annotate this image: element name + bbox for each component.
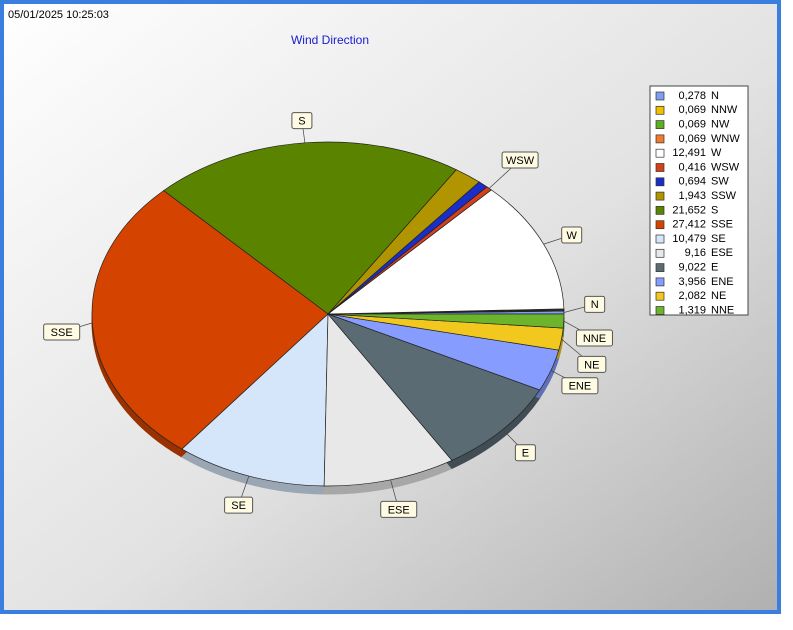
legend-swatch bbox=[655, 277, 665, 287]
legend-value: 1,943 bbox=[678, 190, 706, 202]
slice bbox=[326, 189, 565, 315]
legend-label: NNE bbox=[711, 304, 734, 316]
legend-value: 1,319 bbox=[678, 304, 706, 316]
legend-label: NW bbox=[711, 119, 730, 131]
legend-value: 2,082 bbox=[678, 290, 706, 302]
slice-label: NNE bbox=[583, 333, 606, 345]
legend-swatch bbox=[655, 248, 665, 258]
legend-value: 0,069 bbox=[678, 104, 706, 116]
slice-label: N bbox=[591, 299, 599, 311]
slice-label-box bbox=[501, 151, 539, 169]
slice bbox=[162, 141, 457, 315]
slice-label: SE bbox=[231, 500, 246, 512]
legend-value: 0,069 bbox=[678, 133, 706, 145]
chart-title: Wind Direction bbox=[291, 33, 369, 47]
legend-label: NE bbox=[711, 290, 726, 302]
slice-label: WSW bbox=[506, 155, 535, 167]
legend-label: WNW bbox=[711, 133, 740, 145]
legend-label: SSW bbox=[711, 190, 737, 202]
legend-value: 27,412 bbox=[672, 219, 706, 231]
legend-label: W bbox=[711, 147, 722, 159]
slice-label: NE bbox=[584, 359, 599, 371]
slice-label-box bbox=[43, 323, 81, 341]
slice-label-box bbox=[561, 226, 583, 244]
slice bbox=[323, 313, 453, 487]
legend-label: S bbox=[711, 204, 718, 216]
legend-swatch bbox=[655, 120, 665, 129]
legend-label: WSW bbox=[711, 161, 740, 173]
legend-label: E bbox=[711, 262, 718, 274]
slice-label-box bbox=[577, 355, 607, 373]
legend-value: 10,479 bbox=[672, 233, 706, 245]
slice bbox=[181, 313, 329, 487]
legend-value: 0,416 bbox=[678, 161, 706, 173]
legend-value: 3,956 bbox=[678, 276, 706, 288]
legend-swatch bbox=[655, 148, 665, 158]
legend-value: 0,069 bbox=[678, 119, 706, 131]
legend-label: N bbox=[711, 90, 719, 102]
slice-label-box bbox=[561, 377, 599, 395]
legend-swatch bbox=[655, 134, 665, 144]
slice-label-box bbox=[584, 295, 606, 313]
slice-label-box bbox=[380, 500, 418, 518]
legend-value: 21,652 bbox=[672, 204, 706, 216]
legend-label: ENE bbox=[711, 276, 734, 288]
legend-swatch bbox=[655, 163, 665, 172]
slice-label-box bbox=[514, 444, 536, 462]
legend-swatch bbox=[655, 234, 665, 244]
legend-value: 0,694 bbox=[678, 176, 706, 188]
legend-swatch bbox=[655, 291, 665, 301]
slice-label-box bbox=[291, 112, 313, 130]
legend-value: 12,491 bbox=[672, 147, 706, 159]
timestamp: 05/01/2025 10:25:03 bbox=[8, 9, 109, 21]
slice-label: SSE bbox=[51, 327, 73, 339]
slice bbox=[91, 190, 329, 450]
legend-label: ESE bbox=[711, 247, 733, 259]
slice-label: W bbox=[566, 230, 577, 242]
legend-value: 0,278 bbox=[678, 90, 706, 102]
legend-swatch bbox=[655, 306, 665, 315]
legend-value: 9,022 bbox=[678, 262, 706, 274]
legend-swatch bbox=[655, 206, 665, 215]
legend-value: 9,16 bbox=[685, 247, 706, 259]
legend-label: NNW bbox=[711, 104, 738, 116]
legend-swatch bbox=[655, 177, 665, 187]
slice-label: S bbox=[298, 115, 305, 127]
legend-label: SSE bbox=[711, 219, 733, 231]
legend-swatch bbox=[655, 105, 665, 115]
slice-label: ESE bbox=[388, 504, 410, 516]
legend-label: SE bbox=[711, 233, 726, 245]
slice-label: E bbox=[522, 448, 529, 460]
legend-box bbox=[649, 85, 749, 316]
legend-swatch bbox=[655, 263, 665, 272]
slice-label: ENE bbox=[569, 381, 592, 393]
legend-swatch bbox=[655, 191, 665, 201]
legend-label: SW bbox=[711, 176, 729, 188]
legend-swatch bbox=[655, 220, 665, 230]
legend-swatch bbox=[655, 91, 665, 101]
slice-label-box bbox=[575, 329, 613, 347]
slice-label-box bbox=[224, 496, 254, 514]
slice bbox=[326, 313, 541, 461]
